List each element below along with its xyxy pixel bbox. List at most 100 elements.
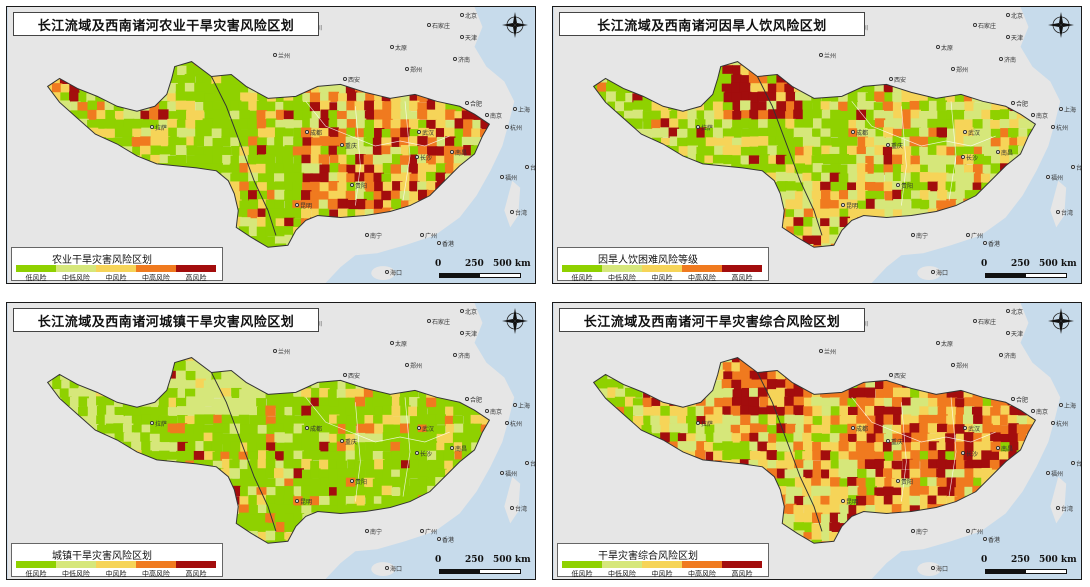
risk-cell <box>391 137 402 148</box>
risk-cell <box>857 171 868 183</box>
risk-cell <box>776 451 788 462</box>
risk-cell <box>185 128 196 140</box>
risk-cell <box>677 433 689 444</box>
risk-cell <box>435 155 447 167</box>
legend-swatch <box>16 265 56 272</box>
risk-cell <box>284 199 296 210</box>
risk-cell <box>445 398 456 409</box>
risk-cell <box>856 423 867 435</box>
risk-cell <box>632 109 644 121</box>
risk-cell <box>830 163 841 174</box>
risk-cell <box>229 110 241 122</box>
risk-cell <box>607 387 618 398</box>
risk-cell <box>104 396 115 408</box>
risk-cell <box>802 92 813 103</box>
risk-cell <box>240 217 251 228</box>
risk-cell <box>910 118 922 129</box>
risk-cell <box>222 83 233 95</box>
risk-cell <box>732 101 743 113</box>
city-marker <box>450 446 454 450</box>
risk-cell <box>883 433 895 445</box>
risk-cell <box>857 450 869 461</box>
risk-cell <box>973 468 984 479</box>
risk-cell <box>873 423 885 435</box>
city-label: 武汉 <box>422 130 435 137</box>
risk-cell <box>714 111 725 122</box>
risk-cell <box>248 145 260 156</box>
subbasin-boundary <box>210 372 277 532</box>
risk-cell <box>964 172 976 183</box>
risk-cell <box>811 477 822 488</box>
risk-cell <box>857 127 868 139</box>
risk-cell <box>247 128 259 140</box>
risk-cell <box>338 208 349 219</box>
risk-cell <box>661 137 672 149</box>
risk-cell <box>257 504 269 516</box>
risk-cell <box>168 127 179 139</box>
risk-cell <box>355 189 366 201</box>
risk-cell <box>408 111 420 122</box>
city-marker <box>513 107 517 111</box>
risk-cell <box>354 146 366 157</box>
risk-cell <box>884 207 895 219</box>
risk-cell <box>767 83 779 95</box>
risk-cell <box>784 83 795 95</box>
scale-label-0: 0 <box>435 259 442 269</box>
risk-cell <box>301 163 312 174</box>
risk-cell <box>892 424 903 436</box>
risk-cell <box>283 110 295 121</box>
risk-cell <box>345 423 356 435</box>
risk-cell <box>337 191 349 202</box>
risk-cell <box>104 128 115 140</box>
risk-cell <box>981 100 993 112</box>
risk-cell <box>302 102 313 113</box>
risk-cell <box>167 75 179 86</box>
risk-cell <box>346 91 358 102</box>
risk-cell <box>265 163 276 174</box>
risk-cell <box>345 388 357 400</box>
risk-cell <box>721 83 733 95</box>
risk-cell <box>249 415 260 426</box>
risk-cell <box>61 380 72 391</box>
risk-cell <box>955 190 966 202</box>
risk-cell <box>123 136 134 147</box>
risk-cell <box>365 495 376 506</box>
risk-cell <box>463 423 474 435</box>
risk-cell <box>677 110 688 121</box>
risk-cell <box>892 209 904 220</box>
risk-cell <box>311 128 322 139</box>
risk-cell <box>820 136 831 148</box>
risk-cell <box>740 414 751 426</box>
risk-cell <box>345 84 357 95</box>
risk-cell <box>220 468 232 479</box>
city-marker <box>983 241 987 245</box>
risk-cell <box>775 379 787 390</box>
risk-cell <box>266 181 278 193</box>
risk-cell <box>731 357 743 363</box>
city-marker <box>453 353 457 357</box>
risk-cell <box>122 416 133 427</box>
risk-cell <box>758 110 769 121</box>
risk-cell <box>319 441 330 453</box>
risk-cell <box>338 164 349 175</box>
risk-cell <box>731 74 742 85</box>
risk-cell <box>911 190 922 201</box>
risk-cell <box>311 208 323 220</box>
risk-cell <box>203 441 214 452</box>
risk-cell <box>901 137 912 148</box>
risk-cell <box>390 190 402 201</box>
risk-cell <box>909 485 920 497</box>
risk-cell <box>973 432 984 444</box>
risk-cell <box>123 432 135 443</box>
risk-cell <box>839 433 850 444</box>
risk-cell <box>284 485 295 497</box>
risk-cell <box>150 414 162 426</box>
risk-cell <box>909 100 921 112</box>
risk-cell <box>946 415 957 426</box>
risk-cell <box>1026 119 1036 131</box>
risk-cell <box>902 458 913 470</box>
risk-cell <box>624 406 635 417</box>
risk-cell <box>212 432 223 443</box>
risk-cell <box>803 145 814 157</box>
risk-cell <box>714 73 726 85</box>
